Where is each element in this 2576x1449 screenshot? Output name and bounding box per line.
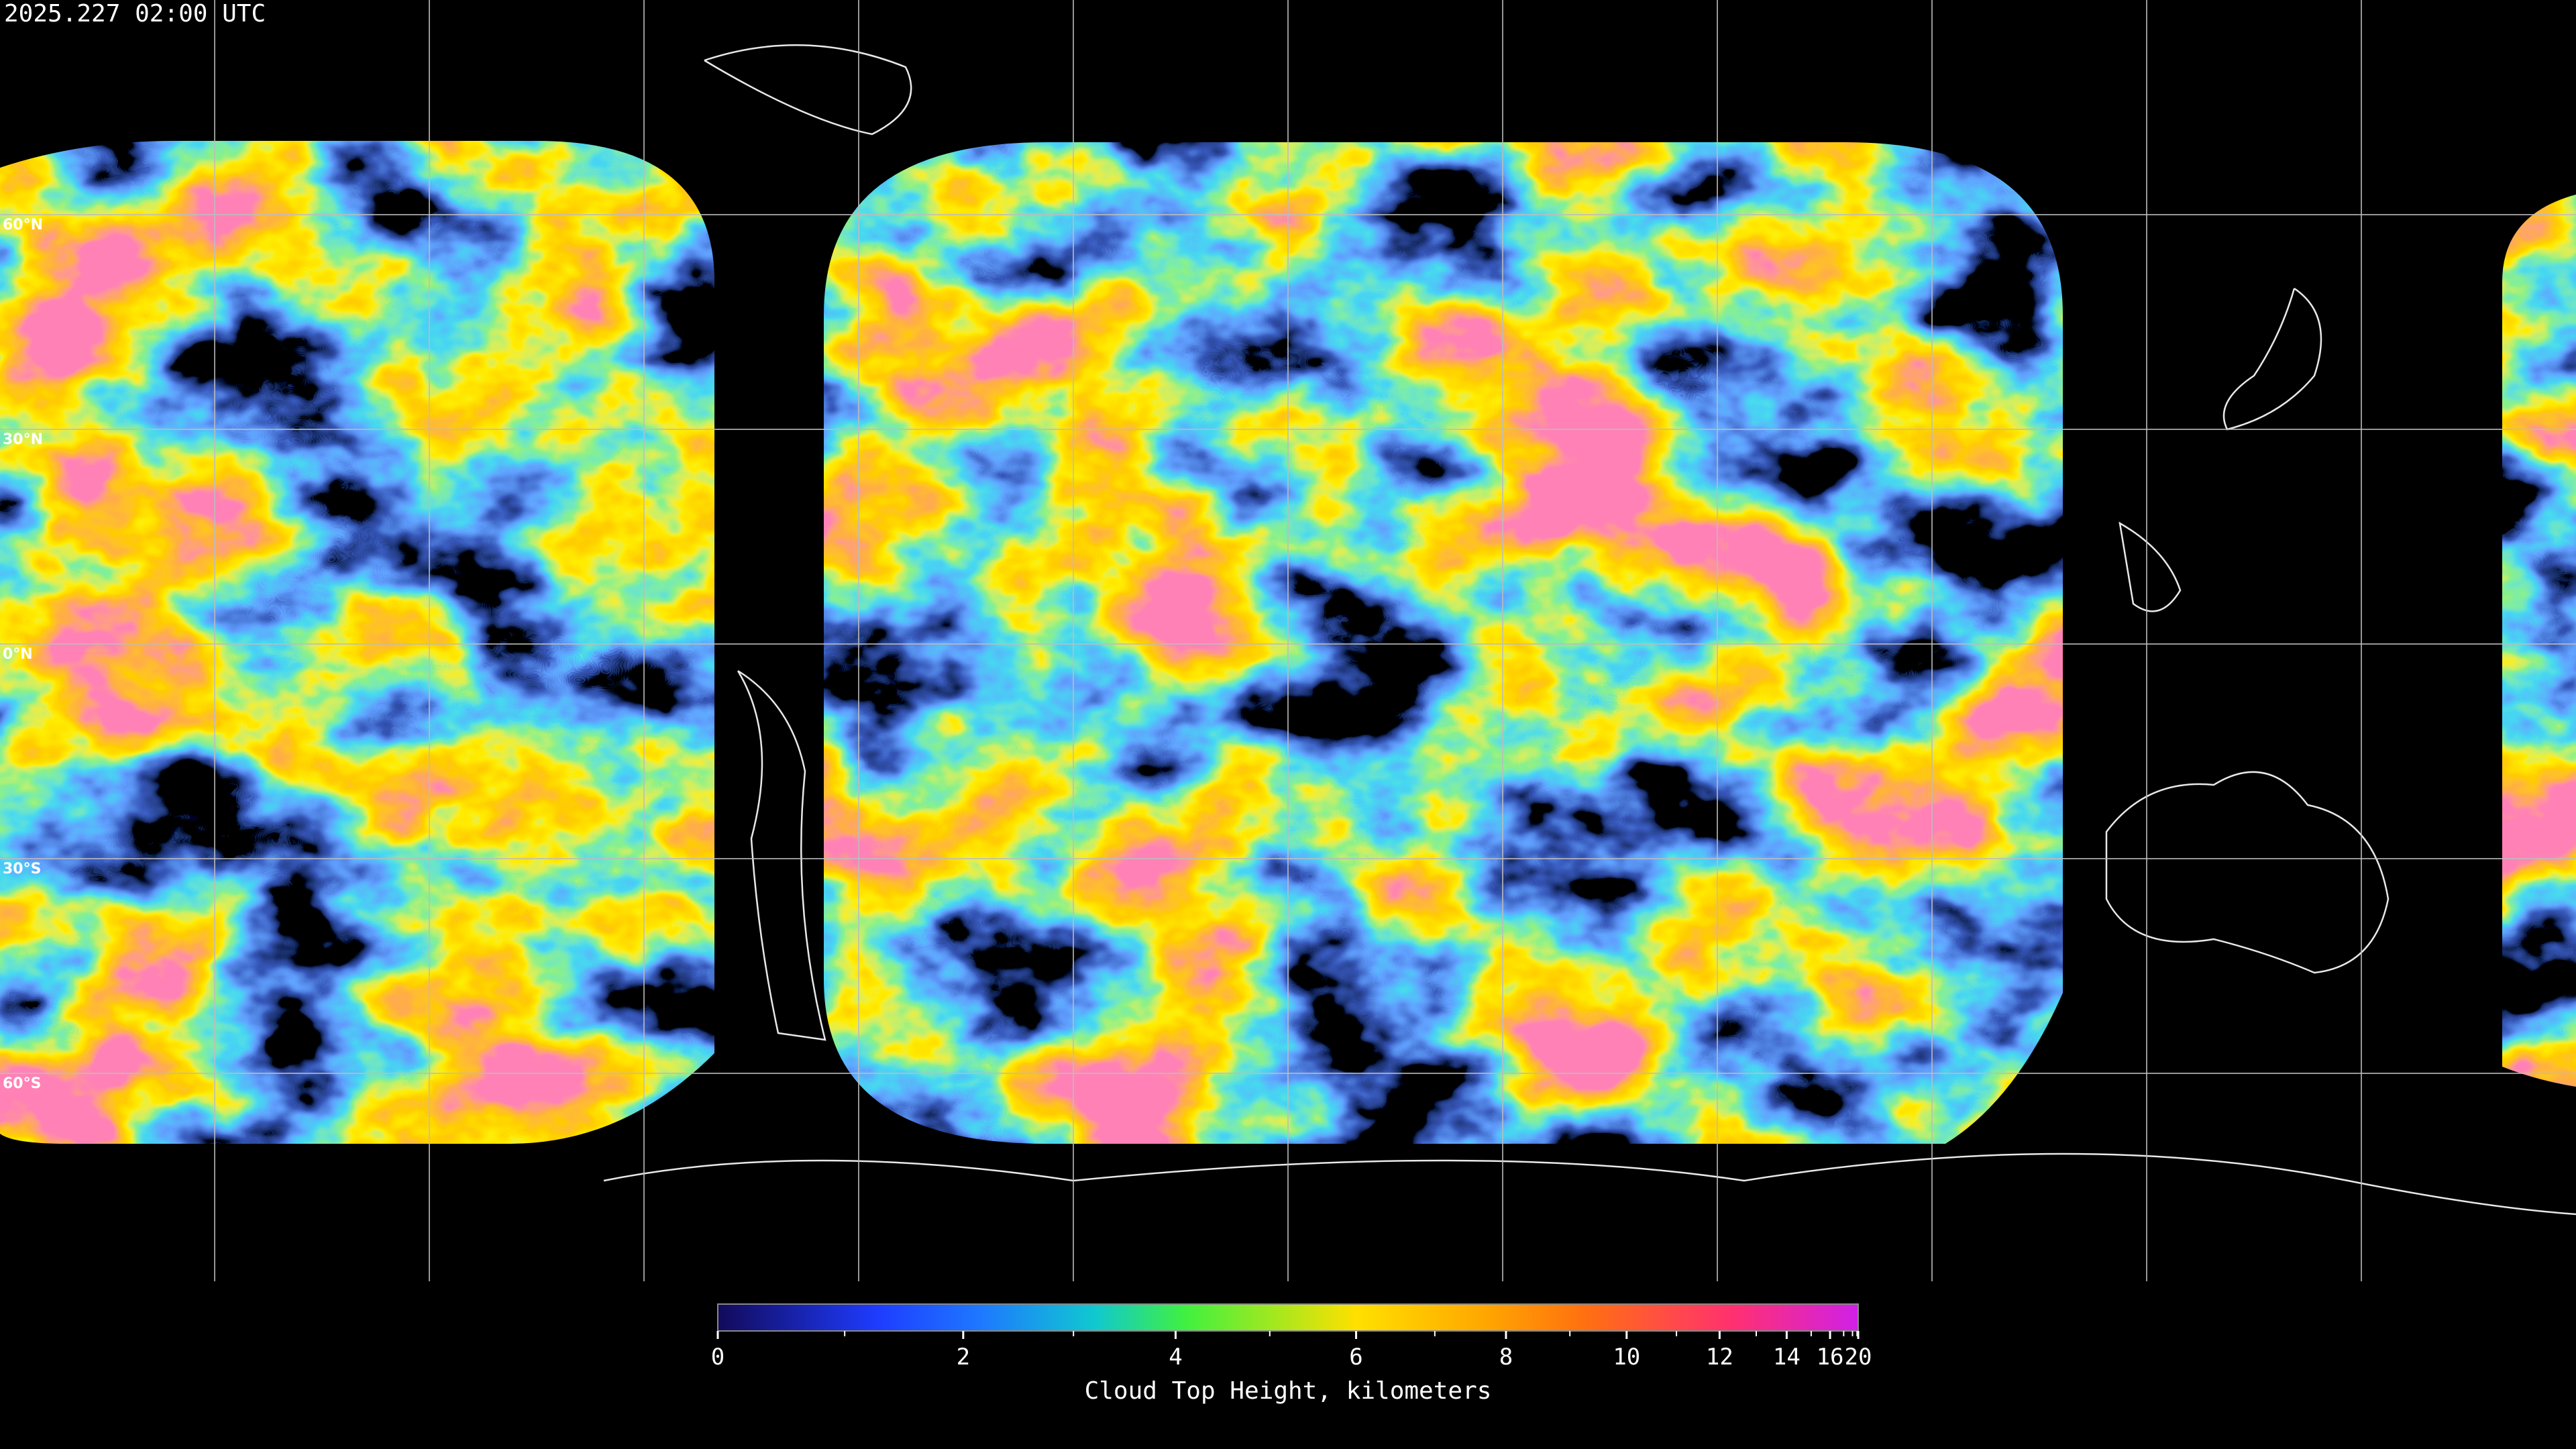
antarctica bbox=[603, 1152, 2576, 1216]
australia bbox=[2105, 771, 2390, 974]
colorbar-tick-label: 2 bbox=[957, 1344, 970, 1371]
coastlines bbox=[603, 44, 2576, 1216]
latitude-label: 30°N bbox=[3, 431, 43, 448]
colorbar-ramp bbox=[717, 1303, 1859, 1332]
colorbar-tick-label: 12 bbox=[1706, 1344, 1733, 1371]
colorbar-tick-label: 8 bbox=[1499, 1344, 1513, 1371]
colorbar-label: Cloud Top Height, kilometers bbox=[1085, 1377, 1492, 1405]
colorbar-tick-label: 14 bbox=[1773, 1344, 1801, 1371]
south-america bbox=[737, 669, 826, 1041]
greenland bbox=[704, 44, 912, 136]
latitude-label: 60°N bbox=[3, 217, 43, 233]
latitude-label: 0°N bbox=[3, 646, 33, 663]
colorbar-tick-label: 20 bbox=[1845, 1344, 1872, 1371]
colorbar-tick-label: 16 bbox=[1817, 1344, 1844, 1371]
timestamp: 2025.227 02:00 UTC bbox=[4, 0, 266, 28]
colorbar: 0 2 4 6 8 10 12 14 16 20 bbox=[711, 1303, 1872, 1371]
colorbar-tick-label: 0 bbox=[711, 1344, 724, 1371]
latitude-label: 60°S bbox=[3, 1075, 41, 1092]
latitude-labels: 60°N 30°N 0°N 30°S 60°S bbox=[3, 217, 43, 1092]
colorbar-tick-label: 6 bbox=[1349, 1344, 1362, 1371]
colorbar-tick-label: 4 bbox=[1169, 1344, 1182, 1371]
colorbar-tick-label: 10 bbox=[1613, 1344, 1640, 1371]
graticule bbox=[0, 0, 2576, 1281]
latitude-label: 30°S bbox=[3, 861, 41, 877]
